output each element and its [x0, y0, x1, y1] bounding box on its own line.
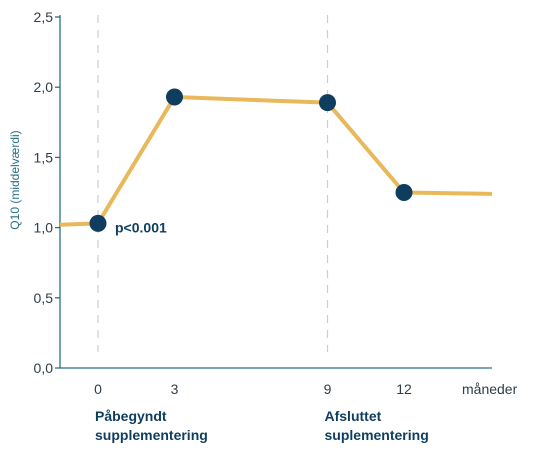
y-tick-label: 1,5 [34, 149, 54, 165]
data-points [89, 88, 413, 232]
event-label-line: Afsluttet [325, 408, 382, 424]
x-tick-labels: 0 3 9 12 [94, 381, 412, 397]
event-label-line: Påbegyndt [95, 408, 167, 424]
data-point [395, 184, 413, 201]
event-label-line: suplementering [325, 427, 429, 443]
series-line [59, 95, 493, 227]
y-tick-label: 2,5 [34, 9, 54, 25]
y-tick-labels: 0,0 0,5 1,0 1,5 2,0 2,5 [34, 9, 54, 376]
event-label: Påbegyndt supplementering [95, 408, 208, 443]
y-tick-label: 0,5 [34, 290, 54, 306]
x-tick-label: 0 [94, 381, 102, 397]
event-label-line: supplementering [95, 427, 208, 443]
axes [55, 15, 492, 369]
x-tick-label: 12 [396, 381, 412, 397]
y-tick-label: 0,0 [34, 360, 54, 376]
y-tick-label: 1,0 [34, 220, 54, 236]
y-axis-label: Q10 (middelværdi) [8, 130, 22, 229]
event-labels: Påbegyndt supplementering Afsluttet supleme… [95, 408, 429, 443]
data-point [319, 94, 336, 112]
y-tick-label: 2,0 [34, 79, 54, 95]
x-unit-label: måneder [462, 381, 518, 397]
x-tick-label: 3 [171, 381, 179, 397]
data-series [59, 95, 493, 227]
x-tick-label: 9 [324, 381, 332, 397]
data-point [89, 214, 107, 232]
p-value-annotation: p<0.001 [115, 219, 167, 235]
event-label: Afsluttet suplementering [325, 408, 429, 443]
annotations: p<0.001 [115, 219, 167, 235]
guide-lines [97, 15, 329, 352]
data-point [166, 88, 183, 106]
